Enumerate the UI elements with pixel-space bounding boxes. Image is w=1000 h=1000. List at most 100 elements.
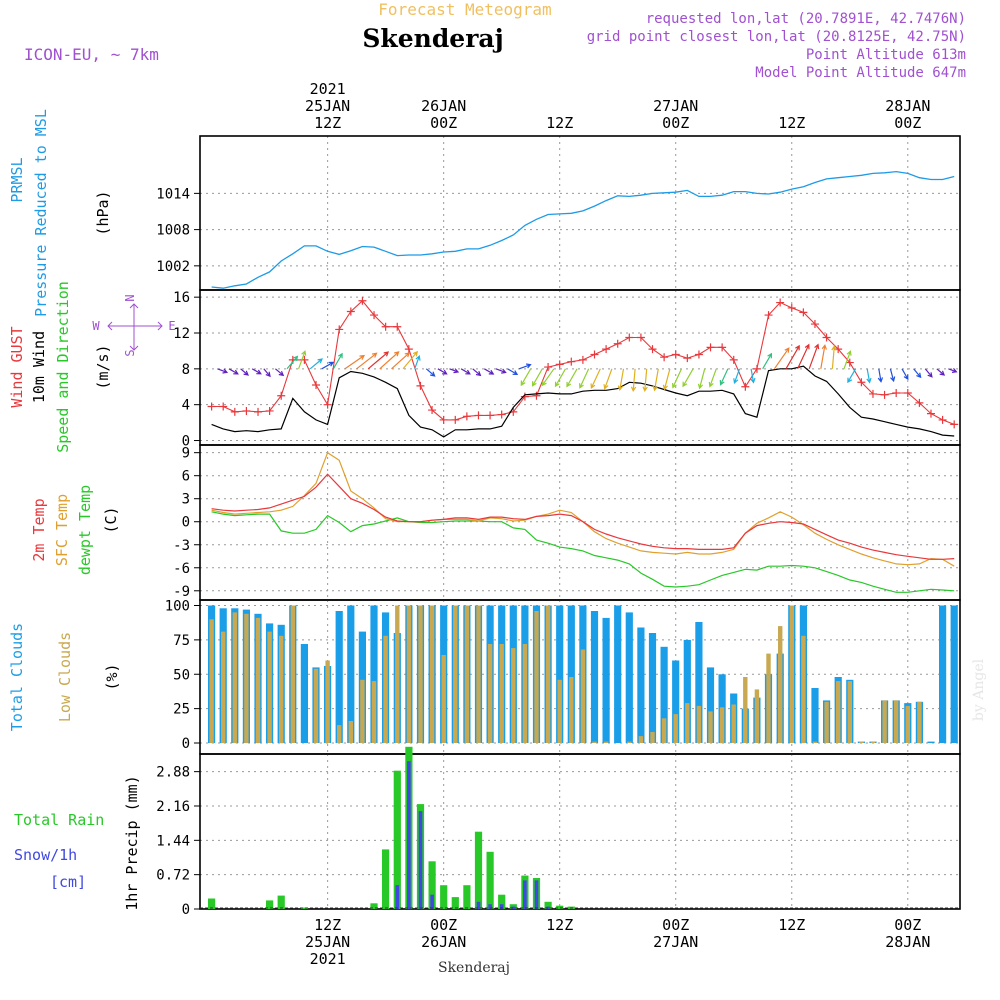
gust-marker — [346, 307, 355, 316]
gust-marker — [393, 322, 402, 331]
footer-location: Skenderaj — [438, 960, 510, 976]
gust-marker — [219, 402, 228, 411]
bottom-time-label: 25JAN — [305, 933, 350, 951]
low-cloud-bar — [847, 681, 852, 743]
total-cloud-bar — [556, 605, 564, 743]
low-cloud-bar — [453, 605, 458, 743]
gridpoint-coords: grid point closest lon,lat (20.8125E, 42… — [587, 29, 966, 45]
total-cloud-bar — [335, 611, 343, 743]
wind-series — [207, 296, 959, 438]
wind-arrow — [948, 368, 958, 373]
y-tick-label: 1.44 — [156, 833, 190, 849]
low-cloud-bar — [557, 679, 562, 744]
low-cloud-bar — [708, 711, 713, 743]
low-cloud-bar — [731, 704, 736, 743]
low-cloud-bar — [232, 612, 237, 743]
rain-bar — [266, 900, 274, 909]
low-cloud-bar — [836, 681, 841, 743]
y-tick-label: 4 — [182, 398, 190, 414]
snow-bar — [523, 880, 527, 909]
snow-bar — [534, 880, 539, 909]
low-cloud-bar — [580, 649, 586, 743]
wind-arrow — [642, 368, 648, 393]
gust-marker — [718, 343, 727, 352]
wind-arrow — [866, 368, 872, 384]
wind-arrow — [682, 368, 694, 388]
compass-w: W — [92, 319, 100, 333]
low-cloud-bar — [360, 679, 365, 744]
wind-arrow — [240, 368, 249, 376]
rain-bar — [382, 849, 390, 909]
wind-arrow — [298, 350, 307, 370]
total-cloud-bar — [811, 688, 819, 743]
gust-marker — [799, 308, 808, 317]
pressure-series — [211, 170, 955, 289]
low-cloud-bar — [383, 635, 388, 744]
low-cloud-bar — [476, 605, 481, 743]
low-cloud-bar — [511, 648, 516, 743]
wind-arrow — [414, 355, 421, 370]
gust-marker — [520, 392, 529, 401]
gust-marker — [648, 345, 657, 354]
bottom-time-label: 28JAN — [885, 933, 930, 951]
rain-label: Total Rain — [14, 811, 104, 829]
panel-frame — [199, 135, 961, 291]
low-cloud-bar — [917, 701, 922, 744]
snow-bar — [430, 894, 434, 909]
top-time-label: 12Z — [546, 114, 573, 132]
wind-arrow — [472, 368, 482, 377]
rain-bar — [451, 897, 459, 909]
wind-arrow — [495, 368, 507, 374]
y-tick-label: -6 — [173, 561, 190, 577]
low-cloud-bar — [395, 605, 400, 743]
rain-bar — [277, 895, 285, 909]
top-time-label: 00Z — [430, 114, 457, 132]
wind-label: 10m Wind — [30, 331, 48, 403]
wind-arrow — [913, 368, 922, 379]
y-tick-label: 3 — [182, 492, 190, 508]
gust-marker — [370, 311, 379, 320]
dewpt-label: dewpt Temp — [76, 485, 94, 575]
gust-marker — [474, 411, 483, 420]
compass-s: S — [123, 349, 137, 356]
top-time-label: 12Z — [314, 114, 341, 132]
top-time-label: 27JAN — [653, 97, 698, 115]
snow-bar — [395, 885, 400, 909]
y-tick-label: 9 — [182, 446, 190, 462]
rain-bar — [393, 770, 401, 909]
y-tick-label: 100 — [165, 599, 190, 615]
rain-bar — [463, 885, 471, 909]
gust-marker — [729, 355, 738, 364]
wind-arrow — [652, 368, 659, 392]
wind-arrow — [309, 358, 323, 370]
wind-arrow — [425, 368, 436, 377]
gust-marker — [242, 406, 251, 415]
wind-arrow — [936, 368, 946, 376]
wind-arrow — [797, 343, 810, 370]
bottom-time-label: 26JAN — [421, 933, 466, 951]
wind-arrow — [541, 368, 555, 387]
gust-marker — [428, 406, 437, 415]
low-cloud-bar — [801, 635, 806, 744]
y-tick-label: 16 — [173, 290, 190, 306]
y-tick-label: 0 — [182, 434, 190, 450]
panel-pressure: 1002 1008 1014 — [156, 135, 961, 291]
gust-marker — [868, 389, 877, 398]
gust-marker — [660, 353, 669, 362]
wind-arrow — [662, 368, 671, 391]
requested-coords: requested lon,lat (20.7891E, 42.7476N) — [646, 11, 966, 27]
gust-marker — [625, 333, 634, 342]
bottom-time-label: 2021 — [310, 950, 346, 968]
wind-unit: (m/s) — [94, 344, 112, 389]
low-cloud-bar — [348, 721, 353, 743]
wind-arrow — [719, 368, 729, 386]
low-cloud-bar — [429, 605, 435, 743]
wind-arrow — [449, 368, 460, 374]
clouds-unit: (%) — [103, 663, 121, 690]
top-time-label: 00Z — [662, 114, 689, 132]
pressure-label-2: Pressure Reduced to MSL — [32, 109, 50, 317]
rain-bar — [428, 861, 436, 909]
low-cloud-bar — [661, 718, 667, 744]
rain-bar — [300, 907, 308, 909]
wind-arrow — [843, 350, 852, 370]
